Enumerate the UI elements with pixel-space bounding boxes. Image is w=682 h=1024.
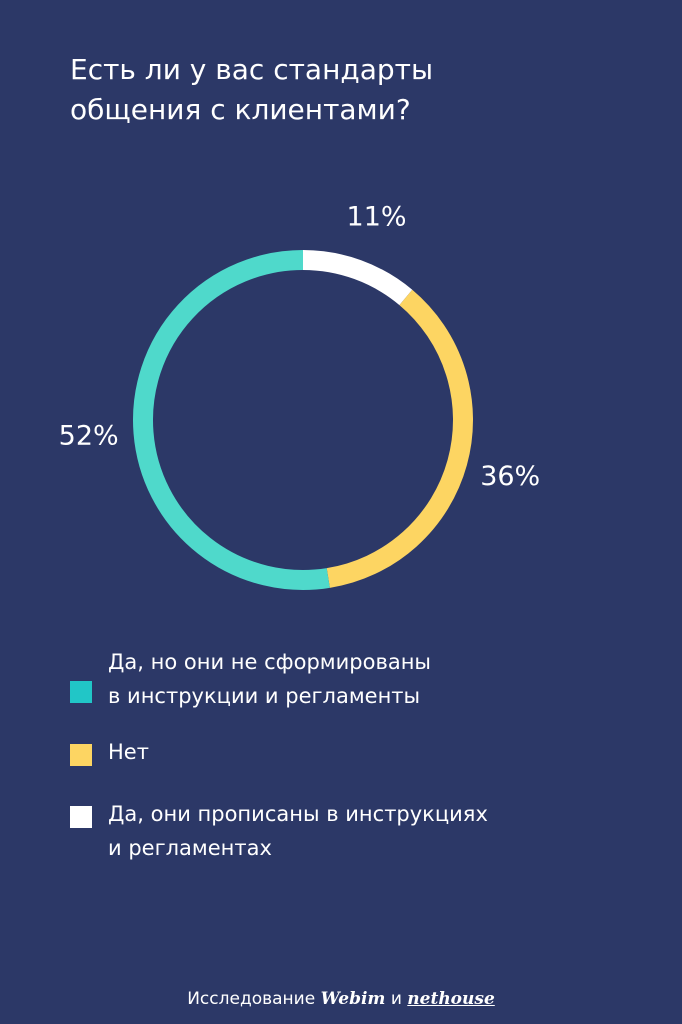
legend: Да, но они не сформированы в инструкции … [70,645,650,865]
chart-title-line-2: общения с клиентами? [70,93,411,126]
webim-logo: Webim [320,989,386,1009]
footer-prefix: Исследование [187,989,316,1009]
footer-credits: Исследование Webim и nethouse [0,986,682,1012]
legend-item-partial-standards: Да, но они не сформированы в инструкции … [70,645,650,717]
slice-percentage-label-1: 11% [347,201,407,232]
donut-chart: 11% 36% 52% [59,201,540,590]
chart-title-line-1: Есть ли у вас стандарты [70,53,434,86]
donut-slice-1 [302,250,413,306]
slice-percentage-label-2: 36% [480,461,540,492]
legend-label-line: и регламентах [108,836,272,860]
legend-label-line: Да, они прописаны в инструкциях [108,802,488,826]
legend-label-line: Да, но они не сформированы [108,650,432,674]
legend-item-no: Нет [70,735,650,775]
legend-label-line: Нет [108,740,149,764]
footer-conjunction: и [390,989,402,1009]
chart-title: Есть ли у вас стандарты общения с клиент… [70,50,630,130]
slice-percentage-label-3: 52% [59,421,119,452]
nethouse-logo: nethouse [407,989,495,1009]
legend-swatch-yellow [70,744,92,766]
legend-swatch-teal [70,681,92,703]
legend-swatch-white [70,806,92,828]
legend-item-documented-standards: Да, они прописаны в инструкциях и реглам… [70,797,650,865]
donut-slice-3 [133,250,330,590]
legend-label-line: в инструкции и регламенты [108,684,421,708]
donut-slice-2 [326,289,473,588]
